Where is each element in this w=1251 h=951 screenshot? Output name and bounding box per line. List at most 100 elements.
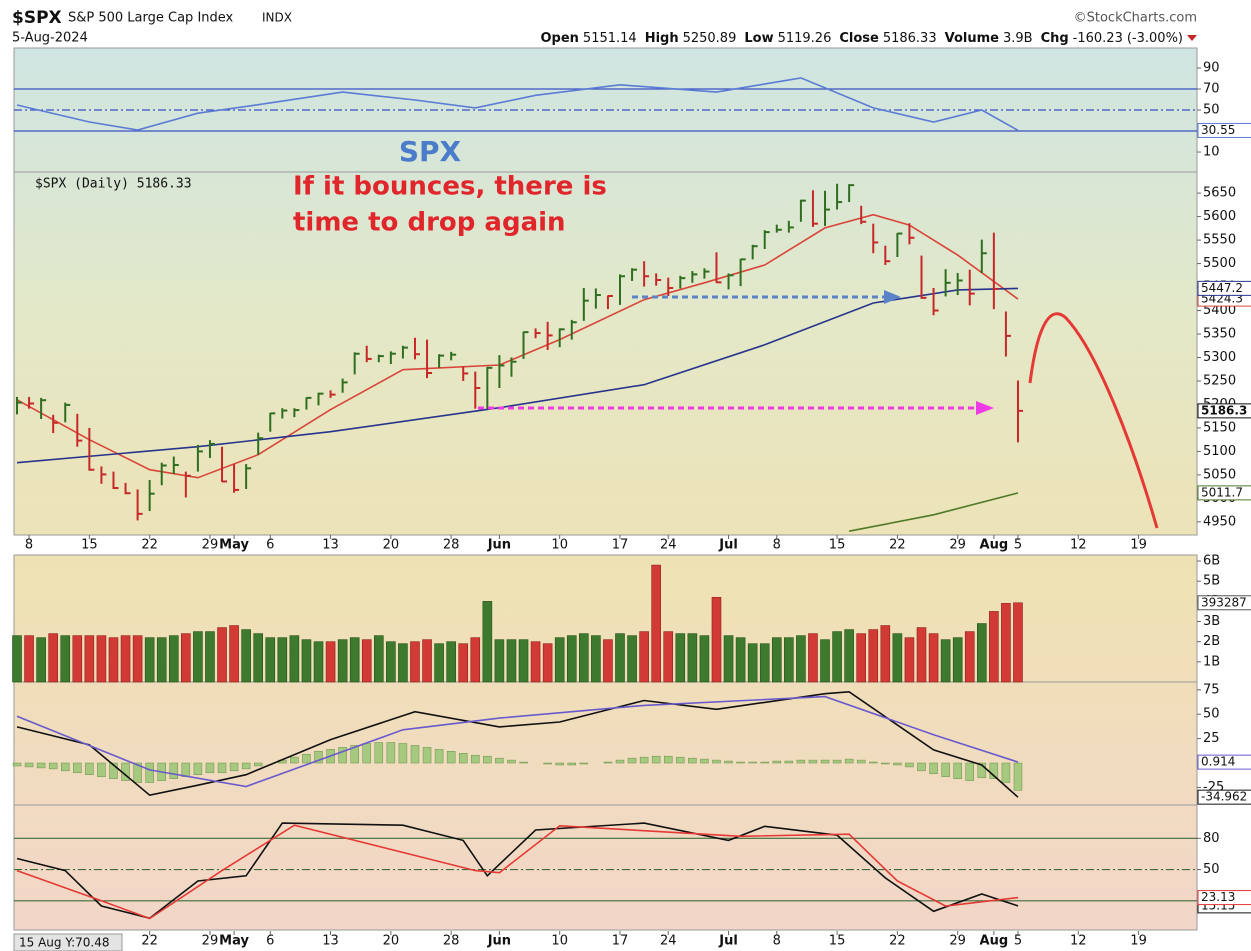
x-tick-label: 28 bbox=[443, 934, 460, 949]
volume-bar bbox=[84, 635, 95, 683]
y-tick-label: 5B bbox=[1203, 574, 1220, 589]
volume-bar bbox=[554, 637, 565, 683]
volume-bar bbox=[277, 637, 288, 683]
histogram-bar bbox=[350, 745, 359, 764]
histogram-bar bbox=[796, 759, 806, 764]
series-line bbox=[16, 690, 1019, 798]
histogram-bar bbox=[302, 753, 311, 764]
volume-bar bbox=[217, 627, 227, 683]
last-value-label: 30.55 bbox=[1201, 123, 1235, 137]
exchange: INDX bbox=[262, 11, 292, 25]
last-value-box bbox=[1197, 789, 1251, 805]
last-value-box bbox=[1197, 485, 1251, 501]
y-tick-label: 5350 bbox=[1203, 327, 1236, 342]
histogram-bar bbox=[555, 762, 564, 766]
x-tick-label: 28 bbox=[443, 538, 460, 553]
series-line bbox=[16, 824, 1019, 920]
annotation: If it bounces, there is bbox=[293, 172, 607, 202]
histogram-bar bbox=[24, 762, 34, 768]
volume-bar bbox=[132, 635, 143, 683]
histogram-bar bbox=[844, 758, 854, 764]
histogram-bar bbox=[615, 759, 625, 764]
volume-bar bbox=[844, 629, 854, 683]
volume-bar bbox=[868, 629, 879, 683]
label: Chg bbox=[1041, 31, 1069, 46]
histogram-bar bbox=[905, 762, 914, 768]
last-value-label: 393287 bbox=[1201, 595, 1247, 609]
histogram-bar bbox=[772, 760, 782, 764]
histogram-bar bbox=[60, 762, 70, 772]
histogram-bar bbox=[241, 762, 251, 770]
last-value-label: 5447.2 bbox=[1201, 281, 1243, 295]
last-value-label: 23.13 bbox=[1201, 890, 1235, 904]
histogram-bar bbox=[36, 762, 46, 769]
volume-bar bbox=[771, 637, 782, 683]
x-tick-label: 29 bbox=[949, 538, 966, 553]
volume-bar bbox=[518, 639, 529, 683]
volume-bar bbox=[856, 633, 867, 683]
histogram-bar bbox=[507, 759, 516, 764]
x-tick-label: May bbox=[219, 934, 249, 949]
last-value-box bbox=[1197, 595, 1251, 611]
last-value-box bbox=[1197, 122, 1251, 138]
histogram-bar bbox=[651, 755, 661, 764]
histogram-bar bbox=[217, 762, 227, 774]
volume-bar bbox=[530, 641, 541, 683]
x-tick-label: 13 bbox=[322, 538, 339, 553]
volume-bar bbox=[349, 637, 360, 683]
histogram-bar bbox=[700, 758, 709, 764]
histogram-bar bbox=[579, 762, 589, 765]
volume-bar bbox=[976, 623, 987, 683]
volume-bar bbox=[687, 633, 698, 683]
histogram-bar bbox=[519, 761, 528, 764]
volume-bar bbox=[832, 631, 842, 683]
y-tick-label: 50 bbox=[1203, 707, 1220, 722]
x-tick-label: 22 bbox=[141, 538, 158, 553]
x-tick-label: 17 bbox=[612, 934, 629, 949]
volume-bar bbox=[144, 637, 155, 683]
volume-bar bbox=[759, 643, 770, 683]
y-tick-label: 5650 bbox=[1203, 186, 1236, 201]
volume-bar bbox=[373, 635, 384, 683]
y-tick-label: 90 bbox=[1203, 60, 1220, 75]
cursor-readout: 15 Aug Y:70.48 bbox=[19, 936, 109, 950]
y-tick-label: 5150 bbox=[1203, 420, 1236, 435]
x-tick-label: 17 bbox=[612, 538, 629, 553]
x-tick-label: 29 bbox=[202, 934, 219, 949]
annotation: time to drop again bbox=[293, 208, 566, 238]
x-tick-label: 8 bbox=[773, 538, 781, 553]
histogram-bar bbox=[784, 760, 794, 764]
volume-bar bbox=[784, 637, 794, 683]
volume-bar bbox=[108, 637, 119, 683]
histogram-bar bbox=[362, 743, 371, 764]
x-tick-label: 6 bbox=[266, 538, 274, 553]
x-tick-label: 22 bbox=[889, 934, 906, 949]
volume-bar bbox=[591, 635, 601, 683]
histogram-bar bbox=[639, 756, 649, 764]
histogram-bar bbox=[977, 762, 987, 778]
last-value-label: 5186.3 bbox=[1201, 403, 1247, 417]
plot: 1050709030.55495050005050510051505200525… bbox=[12, 60, 1251, 949]
histogram-bar bbox=[109, 762, 118, 779]
x-tick-label: 24 bbox=[660, 934, 677, 949]
volume-bar bbox=[265, 637, 276, 683]
y-tick-label: 3B bbox=[1203, 614, 1220, 629]
volume-bar bbox=[615, 633, 625, 683]
volume-bar bbox=[96, 635, 107, 683]
volume-bar bbox=[205, 631, 215, 683]
volume-bar bbox=[1013, 602, 1023, 683]
volume-bar bbox=[880, 625, 891, 683]
histogram-bar bbox=[917, 762, 926, 772]
volume-bar bbox=[470, 637, 481, 683]
x-tick-label: 13 bbox=[322, 934, 339, 949]
histogram-bar bbox=[736, 761, 745, 764]
histogram-bar bbox=[97, 762, 106, 777]
histogram-bar bbox=[85, 762, 94, 775]
histogram-bar bbox=[314, 751, 323, 764]
histogram-bar bbox=[48, 762, 58, 770]
x-tick-label: 24 bbox=[660, 538, 677, 553]
legend: $SPX (Daily) 5186.33 bbox=[35, 177, 192, 192]
value: 5119.26 bbox=[778, 31, 832, 46]
volume-bar bbox=[989, 611, 999, 683]
